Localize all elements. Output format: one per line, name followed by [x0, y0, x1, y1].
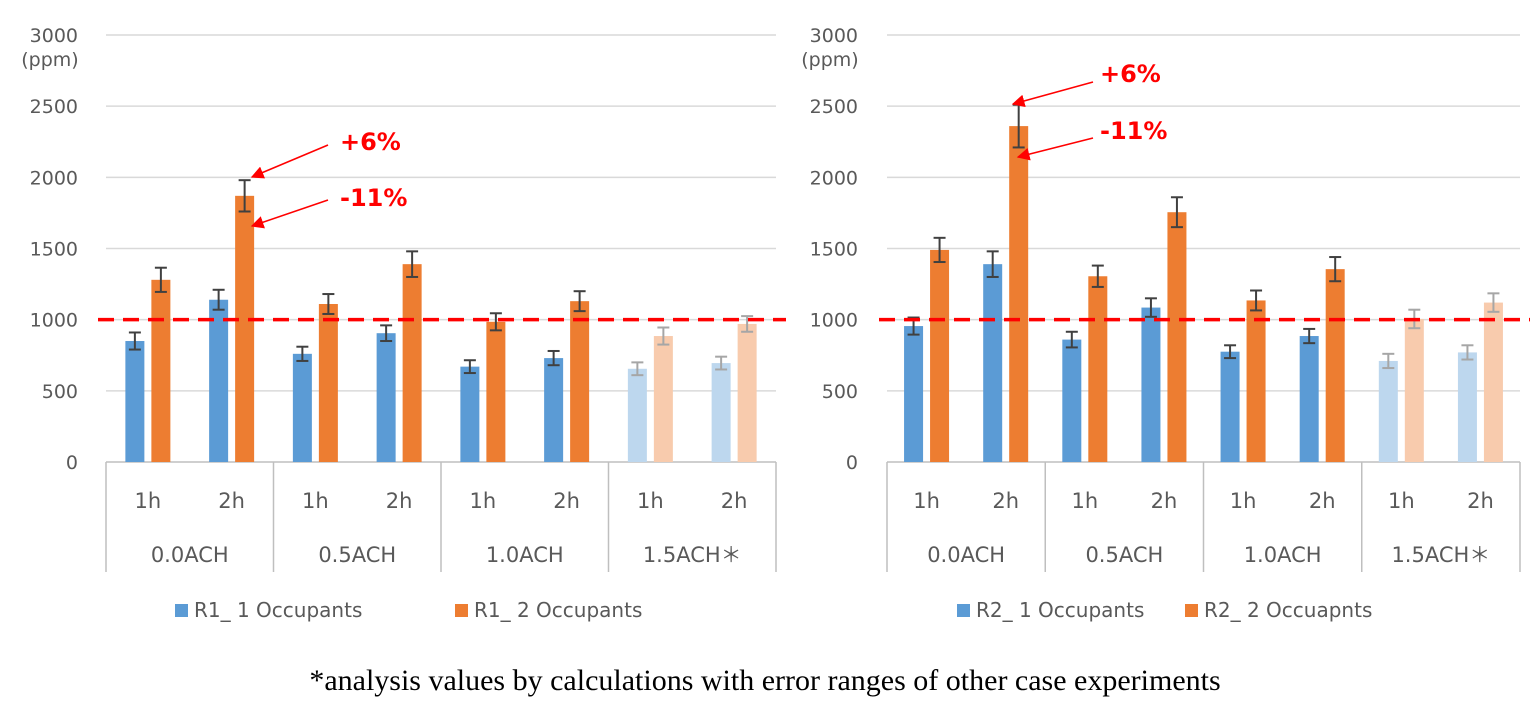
legend-swatch	[1185, 604, 1198, 617]
annotation-arrow	[1016, 137, 1094, 161]
bar-2-occupants	[1404, 318, 1424, 462]
y-tick-label: 1500	[30, 239, 78, 261]
bar-2-occupants	[1483, 302, 1503, 462]
y-tick-label: 3000	[810, 25, 858, 47]
x-group-label: 1.0ACH	[1244, 543, 1322, 567]
annotation-label: +6%	[1100, 60, 1161, 88]
bar-1-occupant	[711, 363, 731, 462]
bar-2-occupants	[1167, 212, 1187, 462]
y-unit-label: (ppm)	[21, 49, 78, 71]
x-category-label: 1h	[470, 489, 497, 513]
bar-2-occupants	[653, 336, 673, 462]
x-category-label: 1h	[135, 489, 162, 513]
y-tick-label: 2500	[30, 96, 78, 118]
x-group-label: 1.5ACH＊	[1391, 543, 1490, 567]
footnote: *analysis values by calculations with er…	[309, 664, 1220, 697]
x-category-label: 2h	[1467, 489, 1494, 513]
x-group-label: 0.5ACH	[318, 543, 396, 567]
x-group-label: 0.5ACH	[1085, 543, 1163, 567]
bar-2-occupants	[1009, 126, 1029, 463]
bar-1-occupant	[1299, 336, 1319, 462]
x-category-label: 2h	[1151, 489, 1178, 513]
legend-swatch	[175, 604, 188, 617]
y-tick-label: 500	[822, 381, 858, 403]
x-category-label: 2h	[992, 489, 1019, 513]
legend-entry: R1_ 2 Occupants	[474, 598, 642, 622]
bar-1-occupant	[1062, 339, 1082, 462]
y-tick-label: 0	[846, 452, 858, 474]
y-tick-label: 1500	[810, 239, 858, 261]
bar-2-occupants	[318, 304, 338, 462]
x-category-label: 1h	[302, 489, 329, 513]
x-category-label: 1h	[1071, 489, 1098, 513]
x-group-label: 1.0ACH	[486, 543, 564, 567]
x-category-label: 1h	[913, 489, 940, 513]
bar-2-occupants	[151, 279, 171, 462]
bar-1-occupant	[1378, 360, 1398, 462]
legend-swatch	[957, 604, 970, 617]
y-unit-label: (ppm)	[801, 49, 858, 71]
y-tick-label: 2000	[30, 167, 78, 189]
annotation-label: -11%	[1100, 117, 1167, 145]
chart-r1: 0 500 1000 1500 2000 2500 3000(ppm) 1h 2h 1h 2h 1h 2…	[21, 25, 786, 622]
legend-entry: R2_ 2 Occuapnts	[1204, 598, 1372, 622]
chart-r2: 0 500 1000 1500 2000 2500 3000(ppm) 1h 2h 1h 2h 1h 2…	[801, 25, 1530, 622]
x-category-label: 2h	[553, 489, 580, 513]
y-tick-label: 3000	[30, 25, 78, 47]
annotation-label: -11%	[340, 184, 407, 212]
bar-1-occupant	[376, 333, 396, 462]
bar-2-occupants	[402, 264, 422, 462]
x-category-label: 2h	[721, 489, 748, 513]
x-group-label: 0.0ACH	[151, 543, 229, 567]
y-tick-label: 500	[42, 381, 78, 403]
bar-2-occupants	[235, 195, 255, 462]
bar-2-occupants	[570, 301, 590, 462]
bar-1-occupant	[1457, 352, 1477, 462]
x-category-label: 1h	[637, 489, 664, 513]
x-category-label: 1h	[1388, 489, 1415, 513]
legend-swatch	[455, 604, 468, 617]
bar-1-occupant	[544, 358, 564, 462]
legend-entry: R1_ 1 Occupants	[194, 598, 362, 622]
y-tick-label: 1000	[30, 310, 78, 332]
x-group-label: 1.5ACH＊	[643, 543, 742, 567]
x-category-label: 1h	[1230, 489, 1257, 513]
x-category-label: 2h	[218, 489, 245, 513]
x-group-label: 0.0ACH	[927, 543, 1005, 567]
y-tick-label: 0	[66, 452, 78, 474]
bar-1-occupant	[983, 264, 1003, 462]
bar-2-occupants	[486, 321, 506, 462]
bar-2-occupants	[737, 323, 757, 462]
y-tick-label: 1000	[810, 310, 858, 332]
bar-1-occupant	[1141, 307, 1161, 462]
bar-2-occupants	[930, 249, 950, 462]
bar-1-occupant	[904, 326, 924, 462]
bar-1-occupant	[209, 299, 229, 462]
y-tick-label: 2500	[810, 96, 858, 118]
annotation-arrow	[250, 144, 329, 179]
x-category-label: 2h	[1309, 489, 1336, 513]
bar-2-occupants	[1325, 269, 1345, 462]
annotation-arrow	[250, 199, 329, 229]
bar-1-occupant	[1220, 351, 1240, 462]
bar-2-occupants	[1088, 276, 1108, 462]
annotation-label: +6%	[340, 128, 401, 156]
annotation-arrow	[1011, 81, 1094, 108]
x-category-label: 2h	[386, 489, 413, 513]
bar-1-occupant	[292, 353, 312, 462]
bar-1-occupant	[627, 368, 647, 462]
bar-2-occupants	[1246, 300, 1266, 462]
bar-1-occupant	[460, 366, 480, 462]
legend-entry: R2_ 1 Occupants	[976, 598, 1144, 622]
bar-1-occupant	[125, 341, 145, 462]
y-tick-label: 2000	[810, 167, 858, 189]
